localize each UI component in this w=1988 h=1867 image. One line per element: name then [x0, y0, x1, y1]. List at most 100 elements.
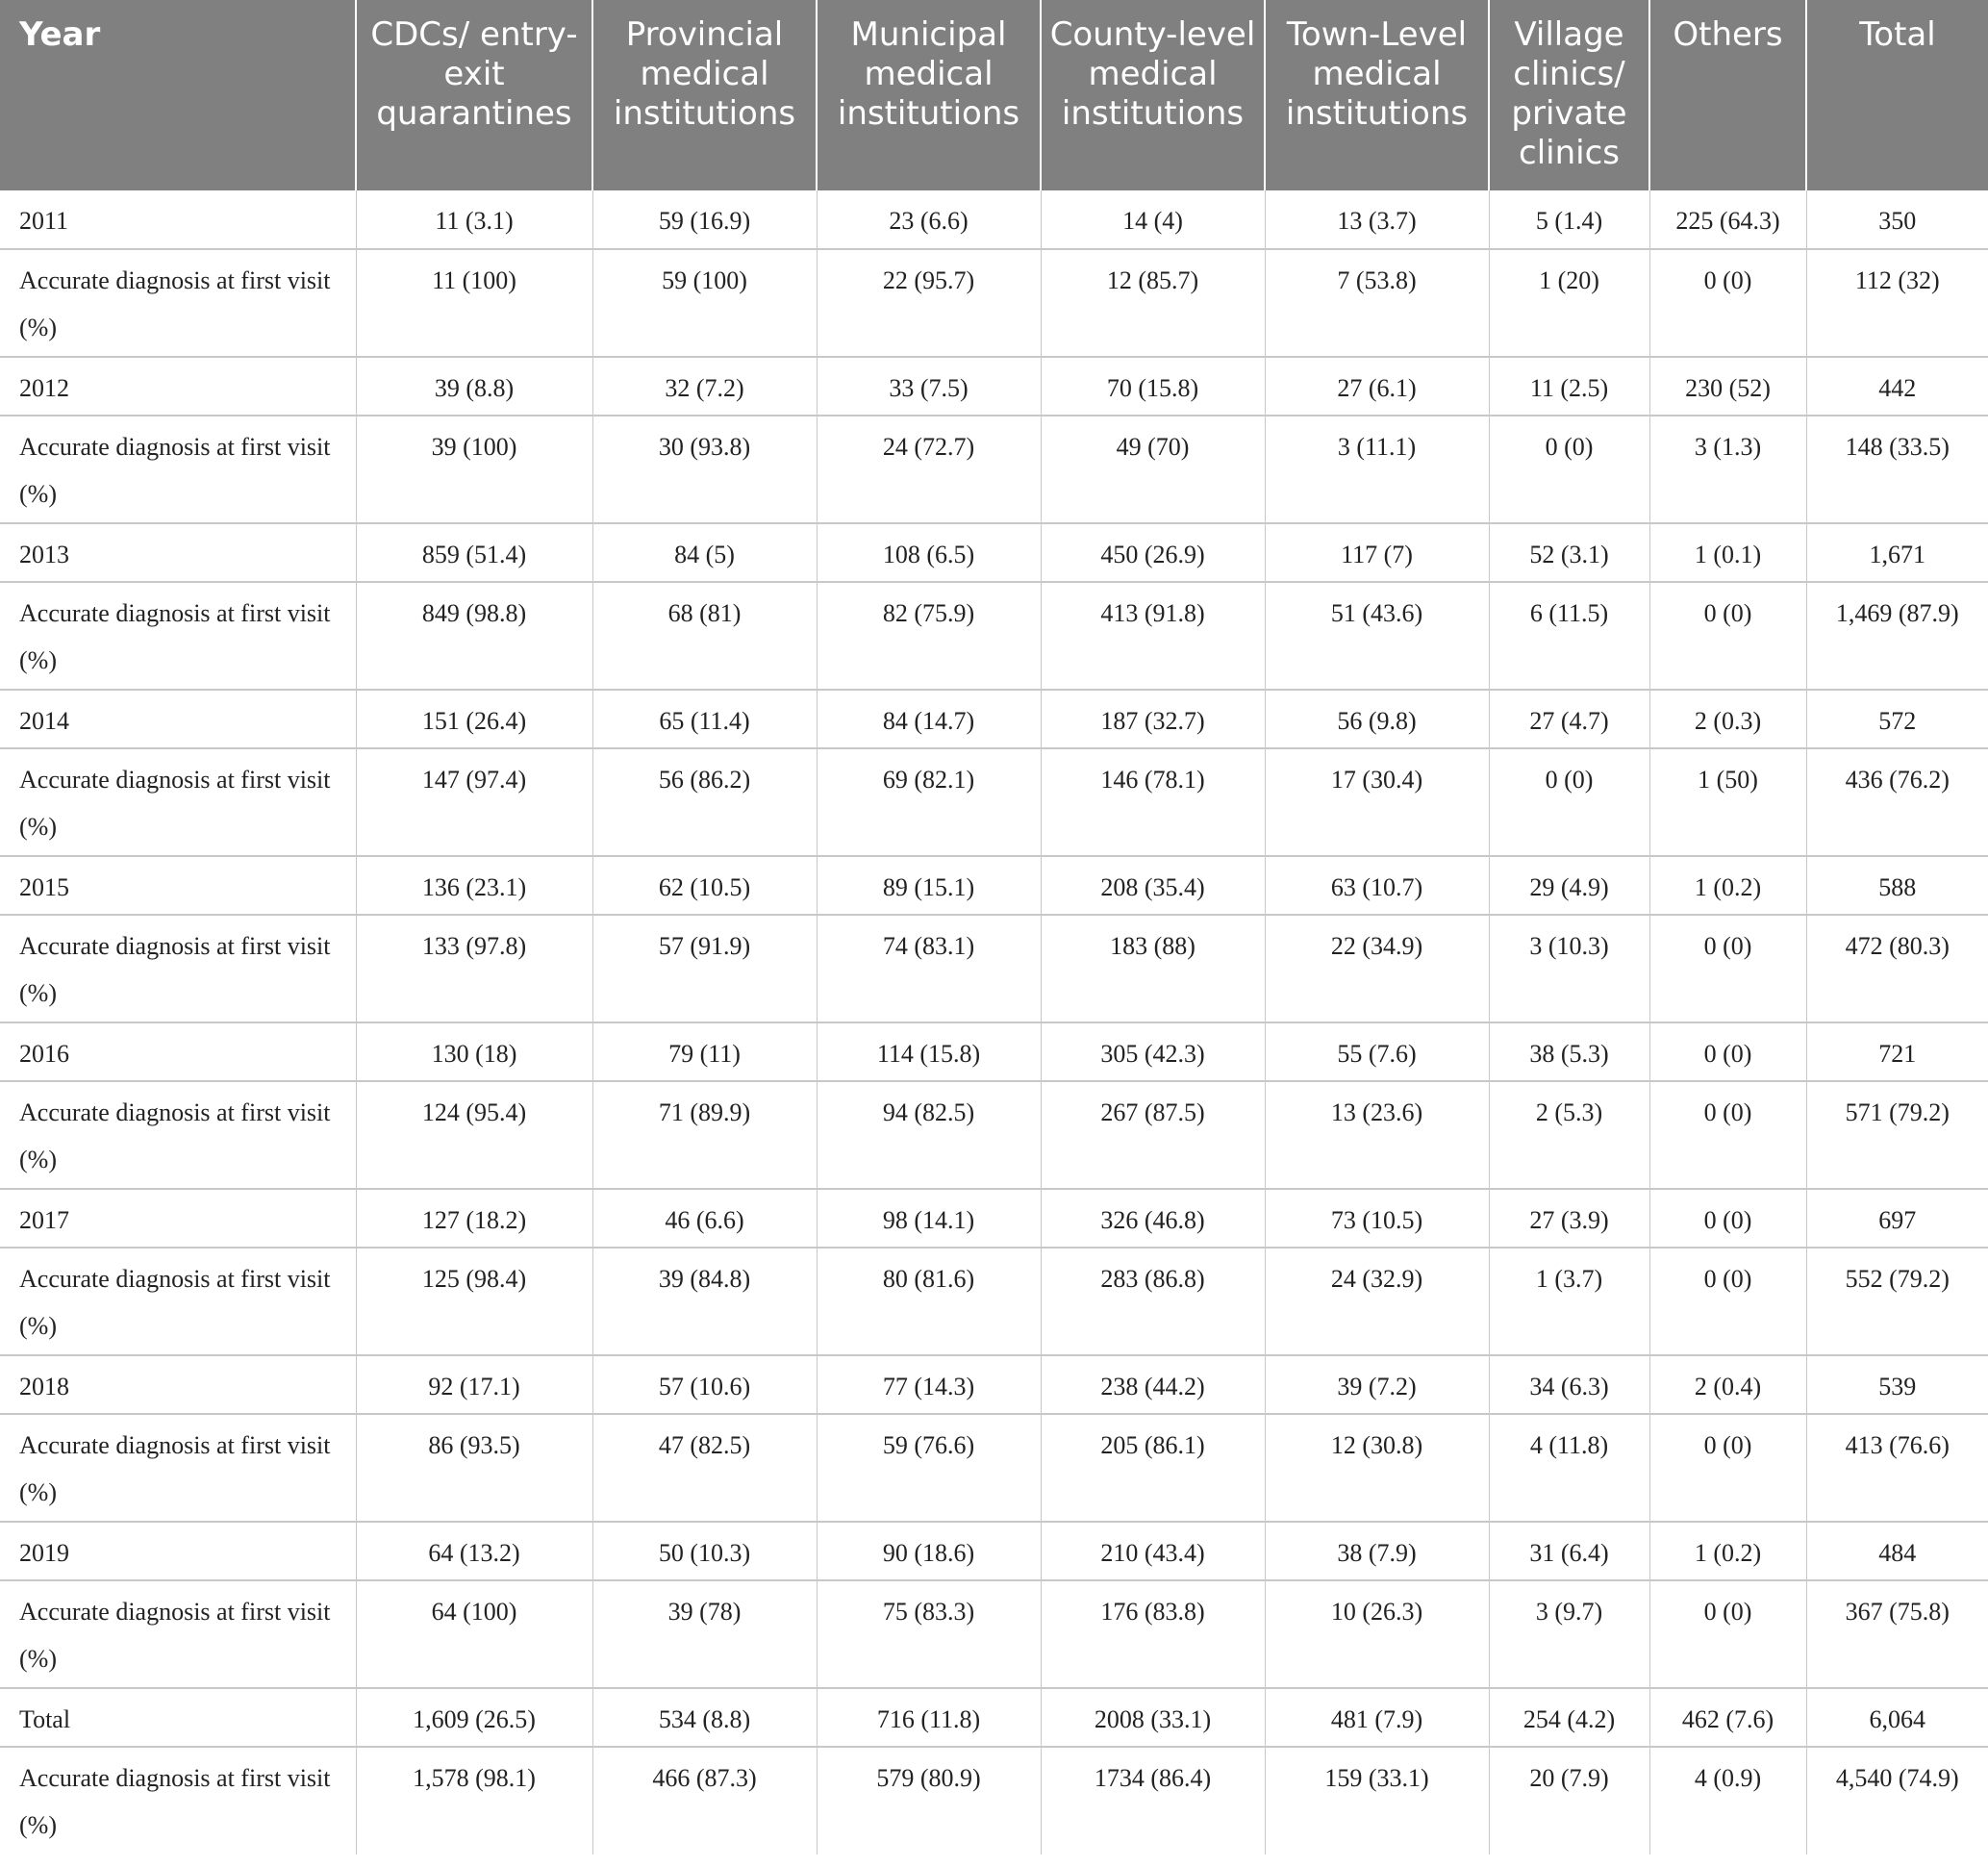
- provincial-cell: 65 (11.4): [592, 690, 818, 749]
- others-cell: 4 (0.9): [1649, 1747, 1807, 1854]
- total-cell: 1,469 (87.9): [1806, 582, 1988, 691]
- row-label: 2019: [0, 1522, 357, 1581]
- cdcs-cell: 849 (98.8): [356, 582, 593, 691]
- town-cell: 38 (7.9): [1265, 1522, 1490, 1581]
- municipal-cell: 22 (95.7): [817, 249, 1042, 358]
- town-cell: 12 (30.8): [1265, 1414, 1490, 1523]
- town-cell: 17 (30.4): [1265, 748, 1490, 857]
- provincial-cell: 71 (89.9): [592, 1081, 818, 1190]
- village-cell: 3 (9.7): [1489, 1580, 1650, 1689]
- provincial-cell: 57 (10.6): [592, 1355, 818, 1415]
- row-label: 2011: [0, 190, 357, 250]
- column-header-year: Year: [0, 0, 357, 190]
- municipal-cell: 80 (81.6): [817, 1248, 1042, 1356]
- provincial-cell: 32 (7.2): [592, 357, 818, 416]
- total-cell: 148 (33.5): [1806, 416, 1988, 524]
- total-cell: 112 (32): [1806, 249, 1988, 358]
- county-cell: 326 (46.8): [1041, 1189, 1266, 1249]
- municipal-cell: 98 (14.1): [817, 1189, 1042, 1249]
- village-cell: 27 (4.7): [1489, 690, 1650, 749]
- village-cell: 5 (1.4): [1489, 190, 1650, 250]
- others-cell: 0 (0): [1649, 915, 1807, 1023]
- cdcs-cell: 64 (13.2): [356, 1522, 593, 1581]
- accuracy-row: Accurate diagnosis at first visit (%) 64 …: [0, 1580, 1988, 1689]
- county-cell: 183 (88): [1041, 915, 1266, 1023]
- total-cell: 442: [1806, 357, 1988, 416]
- town-cell: 24 (32.9): [1265, 1248, 1490, 1356]
- cdcs-cell: 133 (97.8): [356, 915, 593, 1023]
- town-cell: 117 (7): [1265, 523, 1490, 583]
- municipal-cell: 84 (14.7): [817, 690, 1042, 749]
- village-cell: 0 (0): [1489, 748, 1650, 857]
- column-header-total: Total: [1806, 0, 1988, 190]
- county-cell: 413 (91.8): [1041, 582, 1266, 691]
- count-row: 2013 859 (51.4) 84 (5) 108 (6.5) 450 (26.9) 1…: [0, 523, 1988, 583]
- others-cell: 230 (52): [1649, 357, 1807, 416]
- county-cell: 2008 (33.1): [1041, 1688, 1266, 1748]
- others-cell: 2 (0.4): [1649, 1355, 1807, 1415]
- row-label: Accurate diagnosis at first visit (%): [0, 249, 357, 358]
- provincial-cell: 30 (93.8): [592, 416, 818, 524]
- town-cell: 159 (33.1): [1265, 1747, 1490, 1854]
- row-label: Accurate diagnosis at first visit (%): [0, 1414, 357, 1523]
- others-cell: 0 (0): [1649, 1022, 1807, 1082]
- county-cell: 187 (32.7): [1041, 690, 1266, 749]
- row-label: Accurate diagnosis at first visit (%): [0, 1580, 357, 1689]
- column-header-village: Village clinics/ private clinics: [1489, 0, 1650, 190]
- town-cell: 55 (7.6): [1265, 1022, 1490, 1082]
- accuracy-row: Accurate diagnosis at first visit (%) 1,5…: [0, 1747, 1988, 1854]
- column-header-county: County-level medical institutions: [1041, 0, 1266, 190]
- provincial-cell: 50 (10.3): [592, 1522, 818, 1581]
- row-label: Accurate diagnosis at first visit (%): [0, 1747, 357, 1854]
- village-cell: 31 (6.4): [1489, 1522, 1650, 1581]
- town-cell: 13 (3.7): [1265, 190, 1490, 250]
- others-cell: 1 (0.2): [1649, 856, 1807, 916]
- village-cell: 6 (11.5): [1489, 582, 1650, 691]
- municipal-cell: 33 (7.5): [817, 357, 1042, 416]
- county-cell: 267 (87.5): [1041, 1081, 1266, 1190]
- provincial-cell: 59 (16.9): [592, 190, 818, 250]
- total-cell: 721: [1806, 1022, 1988, 1082]
- accuracy-row: Accurate diagnosis at first visit (%) 86 …: [0, 1414, 1988, 1523]
- municipal-cell: 23 (6.6): [817, 190, 1042, 250]
- county-cell: 238 (44.2): [1041, 1355, 1266, 1415]
- municipal-cell: 69 (82.1): [817, 748, 1042, 857]
- village-cell: 4 (11.8): [1489, 1414, 1650, 1523]
- village-cell: 20 (7.9): [1489, 1747, 1650, 1854]
- cdcs-cell: 92 (17.1): [356, 1355, 593, 1415]
- municipal-cell: 94 (82.5): [817, 1081, 1042, 1190]
- county-cell: 12 (85.7): [1041, 249, 1266, 358]
- cdcs-cell: 1,578 (98.1): [356, 1747, 593, 1854]
- village-cell: 38 (5.3): [1489, 1022, 1650, 1082]
- town-cell: 73 (10.5): [1265, 1189, 1490, 1249]
- accuracy-row: Accurate diagnosis at first visit (%) 849…: [0, 582, 1988, 691]
- cdcs-cell: 859 (51.4): [356, 523, 593, 583]
- municipal-cell: 90 (18.6): [817, 1522, 1042, 1581]
- county-cell: 205 (86.1): [1041, 1414, 1266, 1523]
- total-cell: 6,064: [1806, 1688, 1988, 1748]
- county-cell: 176 (83.8): [1041, 1580, 1266, 1689]
- municipal-cell: 75 (83.3): [817, 1580, 1042, 1689]
- total-cell: 472 (80.3): [1806, 915, 1988, 1023]
- village-cell: 3 (10.3): [1489, 915, 1650, 1023]
- municipal-cell: 114 (15.8): [817, 1022, 1042, 1082]
- municipal-cell: 579 (80.9): [817, 1747, 1042, 1854]
- row-label: 2013: [0, 523, 357, 583]
- cdcs-cell: 147 (97.4): [356, 748, 593, 857]
- row-label: Total: [0, 1688, 357, 1748]
- village-cell: 11 (2.5): [1489, 357, 1650, 416]
- provincial-cell: 46 (6.6): [592, 1189, 818, 1249]
- row-label: Accurate diagnosis at first visit (%): [0, 748, 357, 857]
- others-cell: 2 (0.3): [1649, 690, 1807, 749]
- row-label: Accurate diagnosis at first visit (%): [0, 915, 357, 1023]
- row-label: 2012: [0, 357, 357, 416]
- total-cell: 350: [1806, 190, 1988, 250]
- cdcs-cell: 1,609 (26.5): [356, 1688, 593, 1748]
- municipal-cell: 77 (14.3): [817, 1355, 1042, 1415]
- town-cell: 7 (53.8): [1265, 249, 1490, 358]
- town-cell: 22 (34.9): [1265, 915, 1490, 1023]
- county-cell: 1734 (86.4): [1041, 1747, 1266, 1854]
- total-cell: 572: [1806, 690, 1988, 749]
- others-cell: 1 (50): [1649, 748, 1807, 857]
- cdcs-cell: 11 (3.1): [356, 190, 593, 250]
